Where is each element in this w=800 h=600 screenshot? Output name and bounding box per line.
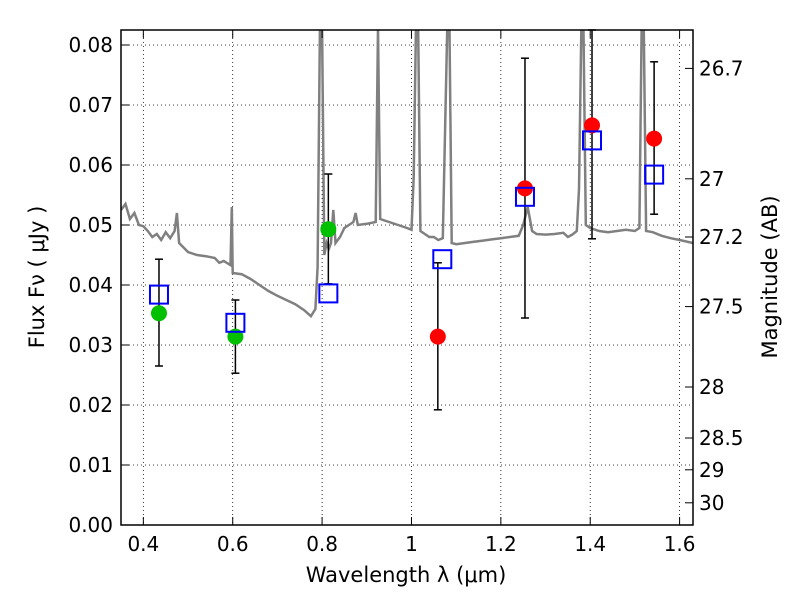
model_photometry-point (644, 164, 665, 185)
right-axis: 26.7 27 27.2 27.5 28 28.5 29 30 (685, 56, 744, 515)
y-tick-label: 0.03 (68, 333, 113, 357)
x-tick-label: 1.2 (485, 532, 517, 556)
x-tick-label: 0.6 (217, 532, 249, 556)
observed_green-point (320, 221, 337, 238)
plot-frame (120, 29, 694, 526)
y-tick-label: 0.05 (68, 213, 113, 237)
model_photometry-point (432, 249, 453, 270)
observed_green-point (227, 328, 244, 345)
x-tick-label: 1.4 (574, 532, 606, 556)
x-tick-label: 1 (405, 532, 418, 556)
right-axis-title: Magnitude (AB) (758, 195, 782, 358)
right-tick-label: 28 (699, 375, 724, 399)
model-spectrum (121, 30, 693, 319)
x-tick-label: 1.6 (664, 532, 696, 556)
right-tick-label: 28.5 (699, 426, 744, 450)
x-axis-title: Wavelength λ (μm) (306, 563, 507, 587)
model_photometry-point (225, 312, 246, 333)
observed_red-point (646, 130, 663, 147)
y-axis: 0.00 0.01 0.02 0.03 0.04 0.05 0.06 0.07 0.08 (68, 33, 129, 537)
y-tick-label: 0.04 (68, 273, 113, 297)
y-tick-label: 0.07 (68, 93, 113, 117)
data-markers (148, 117, 665, 345)
model_photometry-point (582, 130, 603, 151)
x-tick-label: 0.4 (127, 532, 159, 556)
right-tick-label: 27.5 (699, 295, 744, 319)
right-tick-label: 27.2 (699, 225, 744, 249)
observed_red-point (429, 328, 446, 345)
y-tick-label: 0.00 (68, 513, 113, 537)
y-axis-title: Flux Fν ( μJy ) (25, 206, 49, 349)
y-tick-label: 0.02 (68, 393, 113, 417)
y-tick-label: 0.01 (68, 453, 113, 477)
y-tick-label: 0.08 (68, 33, 113, 57)
x-axis: 0.4 0.6 0.8 1 1.2 1.4 1.6 (127, 30, 696, 556)
model_photometry-point (148, 284, 169, 305)
y-tick-label: 0.06 (68, 153, 113, 177)
model_photometry-point (318, 283, 339, 304)
x-tick-label: 0.8 (306, 532, 338, 556)
right-tick-label: 27 (699, 167, 724, 191)
observed_red-point (584, 117, 601, 134)
model-spectrum-line (121, 30, 693, 319)
model_photometry-point (514, 186, 535, 207)
right-tick-label: 26.7 (699, 56, 744, 80)
observed_green-point (150, 305, 167, 322)
right-tick-label: 29 (699, 458, 724, 482)
right-tick-label: 30 (699, 491, 724, 515)
